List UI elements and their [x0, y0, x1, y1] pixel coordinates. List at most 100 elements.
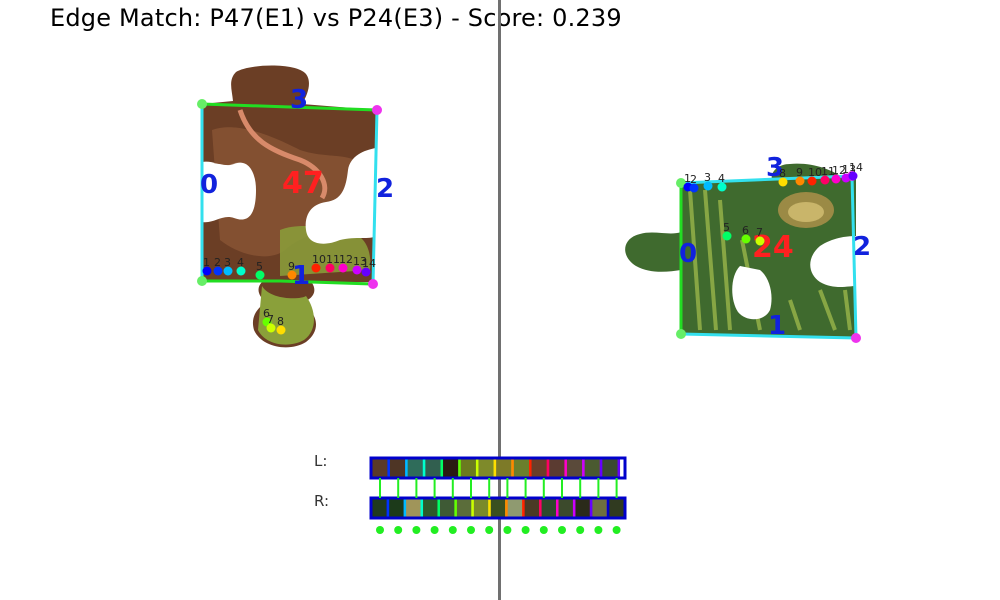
- sample-point-label: 12: [832, 164, 846, 177]
- left-edge-2: [371, 109, 379, 285]
- right-strip-cell: [606, 496, 627, 520]
- right-strip-cell: [437, 496, 457, 520]
- left-strip-cell: [493, 456, 514, 480]
- right-strip-cell: [488, 496, 508, 520]
- sample-point: [255, 270, 265, 280]
- sample-point-label: 9: [796, 166, 803, 179]
- sample-point: [807, 176, 817, 186]
- sample-point: [703, 181, 713, 191]
- sample-point: [841, 173, 851, 183]
- sample-point-label: 11: [326, 253, 340, 266]
- right-strip-cell: [386, 496, 407, 520]
- right-strip-cell: [420, 496, 440, 520]
- left-strip-cell: [475, 456, 497, 480]
- left-strip-cell: [582, 456, 603, 480]
- page-title: Edge Match: P47(E1) vs P24(E3) - Score: …: [50, 4, 622, 32]
- sample-point-label: 11: [821, 165, 835, 178]
- right-piece-texture: [788, 202, 824, 222]
- sample-point: [361, 267, 371, 277]
- left-strip-cell: [546, 456, 567, 480]
- right-strip-cell: [556, 496, 576, 520]
- sample-point: [287, 270, 297, 280]
- sample-point-label: 6: [742, 224, 749, 237]
- sample-point-label: 4: [237, 256, 244, 269]
- sample-point-label: 12: [339, 253, 353, 266]
- sample-point: [741, 234, 751, 244]
- sample-point: [689, 183, 699, 193]
- left-corner-label-3: 3: [290, 85, 308, 115]
- match-indicator-dot: [412, 526, 421, 534]
- sample-point-label: 14: [362, 257, 376, 270]
- match-indicator-dot: [485, 526, 494, 534]
- left-strip-cell: [564, 456, 585, 480]
- left-corner-label-1: 1: [292, 261, 310, 291]
- sample-point-label: 3: [224, 256, 231, 269]
- sample-point: [338, 263, 348, 273]
- sample-point: [717, 182, 727, 192]
- right-strip-cell: [589, 496, 610, 520]
- sample-point-label: 3: [704, 171, 711, 184]
- right-strip-label: R:: [314, 492, 330, 510]
- corner-dot: [197, 276, 207, 286]
- match-indicator-dot: [503, 526, 512, 534]
- left-strip-frame: [369, 456, 627, 480]
- left-strip-cell: [422, 456, 444, 480]
- left-strip-cell: [511, 456, 532, 480]
- corner-dot: [851, 333, 861, 343]
- left-edge-3: [201, 102, 378, 112]
- sample-point-label: 9: [288, 260, 295, 273]
- right-strip-cell: [572, 496, 593, 520]
- right-strip-cell: [403, 496, 424, 520]
- match-indicator-dot: [612, 526, 621, 534]
- center-divider: [498, 0, 501, 600]
- match-indicator-dot: [376, 526, 384, 534]
- left-strip-cell: [458, 456, 479, 480]
- sample-point-label: 14: [849, 161, 863, 174]
- corner-dot: [368, 279, 378, 289]
- right-piece-cutout: [817, 238, 856, 285]
- corner-dot: [676, 178, 686, 188]
- sample-point-label: 5: [256, 260, 263, 273]
- left-corner-label-0: 0: [200, 170, 218, 200]
- sample-point: [266, 323, 276, 333]
- corner-dot: [372, 105, 382, 115]
- match-indicator-dot: [430, 526, 439, 534]
- left-strip-cell: [387, 456, 408, 480]
- corner-dot: [197, 99, 207, 109]
- sample-point: [276, 325, 286, 335]
- match-indicator-dot: [394, 526, 403, 534]
- sample-point-label: 13: [353, 255, 367, 268]
- sample-point-label: 7: [267, 313, 274, 326]
- match-indicator-dot: [576, 526, 585, 534]
- right-edge-2: [850, 175, 858, 339]
- sample-point: [831, 174, 841, 184]
- match-indicator-dot: [448, 526, 457, 534]
- sample-point: [820, 175, 830, 185]
- sample-point: [311, 263, 321, 273]
- sample-point: [352, 265, 362, 275]
- sample-point-label: 8: [779, 167, 786, 180]
- sample-point: [722, 231, 732, 241]
- left-edge-1: [202, 279, 373, 286]
- match-indicator-dot: [467, 526, 475, 534]
- left-strip-cell: [369, 456, 390, 480]
- match-indicator-dot: [594, 526, 603, 534]
- left-strip-label: L:: [314, 452, 328, 470]
- sample-point-label: 6: [263, 307, 270, 320]
- sample-point-label: 4: [718, 172, 725, 185]
- left-piece-id: 47: [282, 166, 324, 201]
- right-corner-label-1: 1: [768, 311, 786, 341]
- right-strip-cell: [454, 496, 474, 520]
- sample-point: [325, 263, 335, 273]
- match-indicator-dot: [558, 526, 566, 534]
- sample-point: [795, 176, 805, 186]
- color-strips: [369, 456, 627, 534]
- sample-point-label: 5: [723, 221, 730, 234]
- sample-point-label: 10: [312, 253, 326, 266]
- corner-dot: [676, 329, 686, 339]
- match-indicator-dot: [521, 526, 530, 534]
- sample-point: [848, 171, 858, 181]
